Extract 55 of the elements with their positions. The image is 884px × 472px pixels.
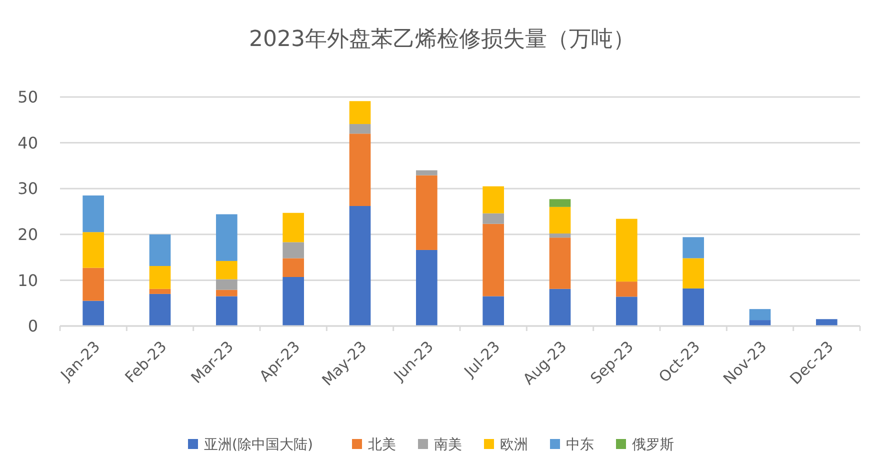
bar bbox=[349, 101, 371, 124]
bar bbox=[282, 276, 304, 326]
legend-label: 亚洲(除中国大陆) bbox=[204, 436, 313, 453]
bar bbox=[616, 218, 638, 282]
bar bbox=[216, 290, 238, 296]
bar bbox=[282, 242, 304, 258]
bar bbox=[149, 266, 171, 289]
y-tick-label: 40 bbox=[18, 133, 38, 152]
bar bbox=[549, 199, 571, 207]
bar bbox=[416, 250, 438, 326]
bar bbox=[282, 212, 304, 242]
bar bbox=[282, 258, 304, 277]
bar bbox=[749, 309, 771, 320]
bar bbox=[216, 214, 238, 261]
bar bbox=[616, 282, 638, 297]
bar bbox=[416, 170, 438, 176]
bar bbox=[349, 206, 371, 326]
bar bbox=[216, 260, 238, 280]
bar bbox=[216, 296, 238, 326]
bar bbox=[682, 237, 704, 258]
y-tick-label: 0 bbox=[28, 316, 38, 336]
bar bbox=[82, 195, 104, 232]
bar bbox=[149, 288, 171, 294]
y-tick-label: 50 bbox=[18, 88, 38, 107]
chart-title: 2023年外盘苯乙烯检修损失量（万吨） bbox=[249, 27, 635, 52]
bar bbox=[749, 320, 771, 326]
bar bbox=[349, 124, 371, 134]
bar bbox=[549, 288, 571, 326]
bar bbox=[816, 319, 838, 326]
bar bbox=[482, 213, 504, 224]
legend-label: 北美 bbox=[368, 436, 396, 453]
bar bbox=[682, 258, 704, 288]
bar bbox=[549, 206, 571, 234]
bar bbox=[549, 233, 571, 238]
y-tick-label: 20 bbox=[18, 225, 38, 244]
y-tick-label: 30 bbox=[18, 179, 38, 198]
bar bbox=[482, 186, 504, 214]
bar bbox=[216, 279, 238, 290]
legend-label: 南美 bbox=[434, 436, 462, 453]
bar bbox=[82, 232, 104, 268]
legend-label: 欧洲 bbox=[500, 436, 528, 453]
bar bbox=[349, 134, 371, 206]
bar bbox=[149, 234, 171, 266]
bar bbox=[682, 288, 704, 326]
bar bbox=[82, 268, 104, 301]
bar bbox=[82, 300, 104, 326]
bar bbox=[482, 296, 504, 326]
bar bbox=[416, 175, 438, 250]
bar bbox=[149, 294, 171, 326]
bar bbox=[482, 224, 504, 296]
legend-label: 中东 bbox=[566, 436, 594, 453]
y-tick-label: 10 bbox=[18, 270, 38, 290]
bar bbox=[549, 238, 571, 289]
legend-label: 俄罗斯 bbox=[632, 436, 674, 453]
bar bbox=[616, 296, 638, 326]
